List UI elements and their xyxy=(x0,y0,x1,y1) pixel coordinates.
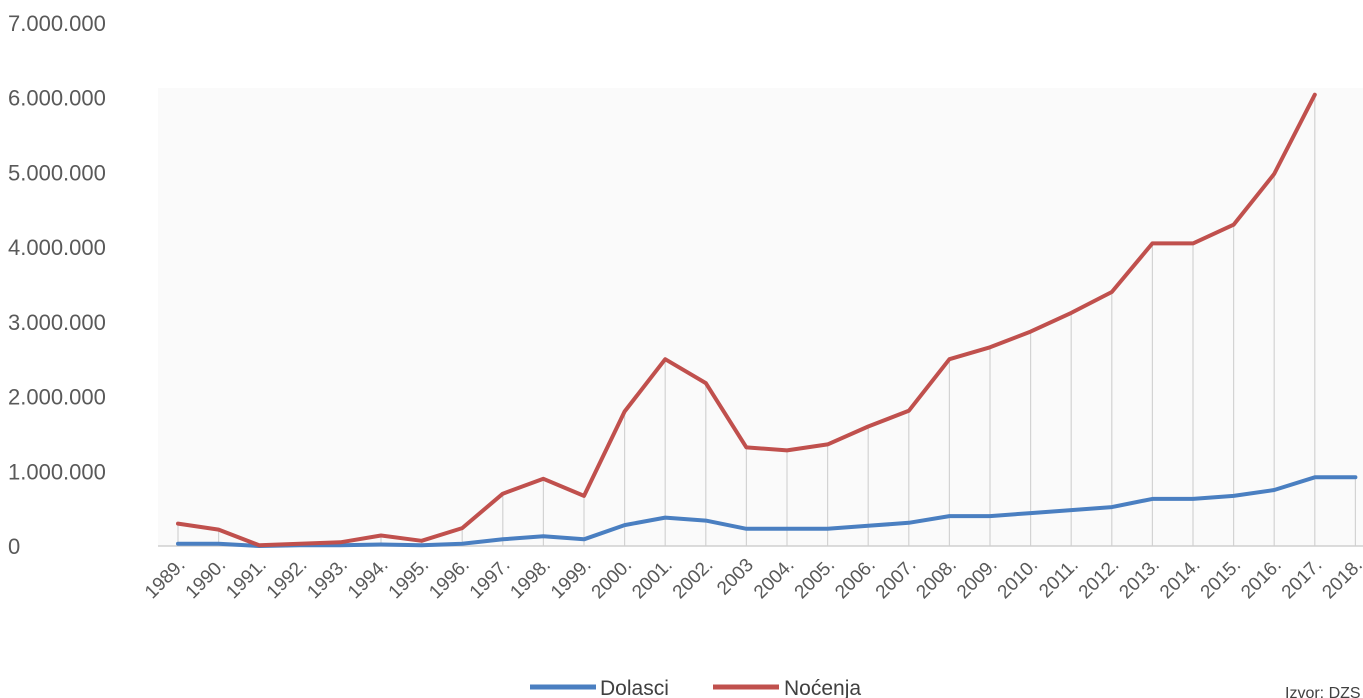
y-tick-label: 2.000.000 xyxy=(8,385,106,410)
series-line-0 xyxy=(176,475,1358,548)
legend-label: Noćenja xyxy=(784,677,861,698)
x-tick-label: 1989. xyxy=(141,555,189,603)
x-axis: 1989.1990.1991.1992.1993.1994.1995.1996.… xyxy=(141,555,1363,603)
legend: Dolasci Noćenja xyxy=(530,677,861,698)
x-tick-label: 2013. xyxy=(1115,555,1163,603)
x-tick-label: 2010. xyxy=(994,555,1042,603)
x-tick-label: 2003 xyxy=(713,555,758,600)
y-tick-label: 7.000.000 xyxy=(8,11,106,36)
x-tick-label: 2016. xyxy=(1237,555,1285,603)
x-tick-label: 1995. xyxy=(385,555,433,603)
source-label: Izvor: DZS xyxy=(1285,685,1361,698)
x-tick-label: 2008. xyxy=(912,555,960,603)
x-tick-label: 2001. xyxy=(628,555,676,603)
x-tick-label: 2017. xyxy=(1278,555,1326,603)
x-tick-label: 2004. xyxy=(750,555,798,603)
x-tick-label: 2005. xyxy=(791,555,839,603)
x-tick-label: 2000. xyxy=(588,555,636,603)
y-tick-label: 4.000.000 xyxy=(8,235,106,260)
x-tick-label: 2006. xyxy=(831,555,879,603)
y-tick-label: 0 xyxy=(8,534,20,559)
x-tick-label: 2012. xyxy=(1075,555,1123,603)
plot-area-background xyxy=(158,88,1363,546)
x-tick-label: 1998. xyxy=(506,555,554,603)
x-tick-label: 1999. xyxy=(547,555,595,603)
x-tick-label: 2014. xyxy=(1156,555,1204,603)
y-tick-label: 6.000.000 xyxy=(8,86,106,111)
series-lines xyxy=(176,92,1358,548)
x-tick-label: 1991. xyxy=(222,555,270,603)
y-tick-label: 3.000.000 xyxy=(8,310,106,335)
x-tick-label: 1992. xyxy=(263,555,311,603)
x-tick-label: 1996. xyxy=(425,555,473,603)
y-axis: 0 1.000.000 2.000.000 3.000.000 4.000.000 5.0… xyxy=(8,11,106,559)
x-tick-label: 1993. xyxy=(303,555,351,603)
x-tick-label: 2015. xyxy=(1197,555,1245,603)
x-tick-label: 1997. xyxy=(466,555,514,603)
legend-label: Dolasci xyxy=(600,677,669,698)
x-tick-label: 2009. xyxy=(953,555,1001,603)
series-line-1 xyxy=(176,92,1317,548)
x-tick-label: 2007. xyxy=(872,555,920,603)
x-tick-label: 1994. xyxy=(344,555,392,603)
x-tick-label: 2018. xyxy=(1318,555,1363,603)
x-tick-label: 2011. xyxy=(1035,555,1082,602)
y-tick-label: 1.000.000 xyxy=(8,459,106,484)
x-tick-label: 2002. xyxy=(669,555,717,603)
y-tick-label: 5.000.000 xyxy=(8,160,106,185)
x-tick-label: 1990. xyxy=(182,555,230,603)
